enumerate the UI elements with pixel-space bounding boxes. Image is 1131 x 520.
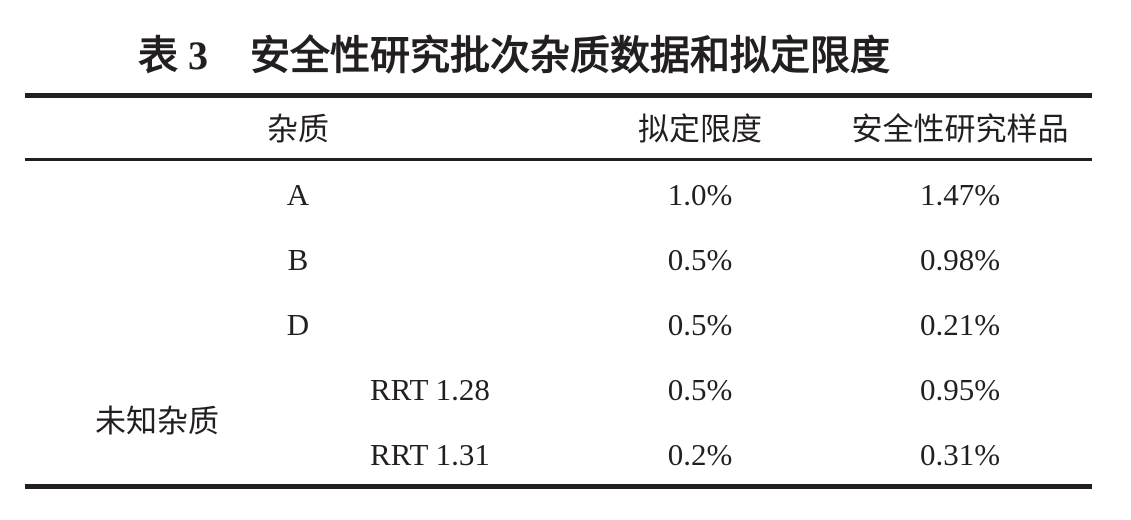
table-title: 安全性研究批次杂质数据和拟定限度 [250,33,890,78]
limit-cell: 0.5% [667,372,733,407]
limit-cell: 1.0% [667,177,733,212]
header-rule [25,158,1092,161]
sample-cell: 0.21% [919,307,1001,342]
row-label: A [286,177,310,212]
table-label: 表 3 [138,33,208,78]
row-label: B [287,242,309,277]
row-label: RRT 1.31 [370,437,490,472]
row-label: D [286,307,310,342]
sample-cell: 0.31% [919,437,1001,472]
sample-cell: 0.95% [919,372,1001,407]
limit-cell: 0.2% [667,437,733,472]
top-rule [25,93,1092,98]
sample-cell: 1.47% [919,177,1001,212]
group-label: 未知杂质 [95,404,219,439]
limit-cell: 0.5% [667,242,733,277]
header-cell: 拟定限度 [638,112,762,147]
limit-cell: 0.5% [667,307,733,342]
sample-cell: 0.98% [919,242,1001,277]
header-cell: 杂质 [267,112,329,147]
row-label: RRT 1.28 [370,372,490,407]
header-cell: 安全性研究样品 [851,112,1069,147]
bottom-rule [25,484,1092,489]
